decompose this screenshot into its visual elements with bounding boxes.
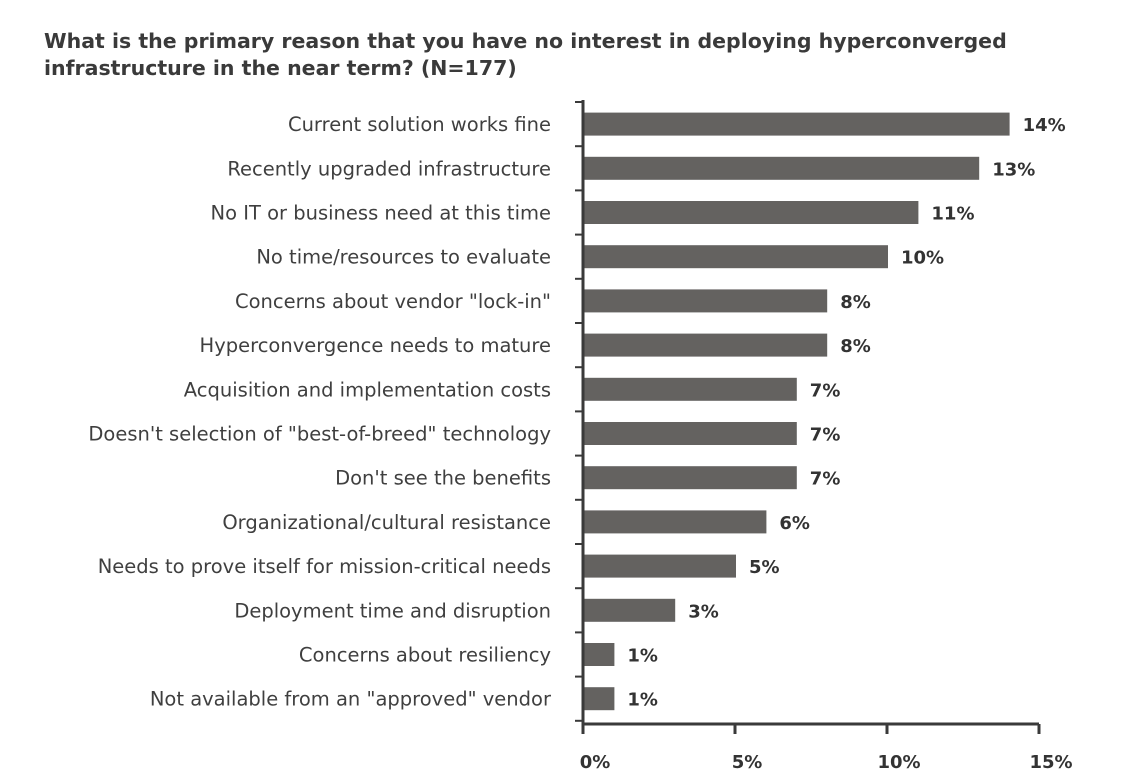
bar <box>584 466 797 490</box>
bar <box>584 112 1010 136</box>
bar <box>584 687 615 711</box>
value-label: 7% <box>810 380 841 401</box>
x-tick-label: 0% <box>580 752 611 773</box>
value-label: 6% <box>779 513 810 534</box>
bar <box>584 201 919 224</box>
category-label: Deployment time and disruption <box>234 599 551 622</box>
category-label: Concerns about vendor "lock-in" <box>235 290 551 313</box>
value-label: 5% <box>749 557 780 578</box>
bar <box>584 422 797 445</box>
axes-layer: 0% 5% 10% 15% <box>575 100 1073 773</box>
category-label: No IT or business need at this time <box>211 202 551 225</box>
x-tick-label: 10% <box>877 752 920 773</box>
x-tick-label: 5% <box>732 752 763 773</box>
x-tick-label: 15% <box>1029 752 1072 773</box>
category-label: No time/resources to evaluate <box>256 246 551 269</box>
bars-layer <box>584 112 1010 711</box>
bar <box>584 554 736 578</box>
category-label: Recently upgraded infrastructure <box>227 157 551 180</box>
category-label: Concerns about resiliency <box>299 644 551 667</box>
category-label: Doesn't selection of "best-of-breed" tec… <box>88 423 551 446</box>
value-label: 3% <box>688 601 719 622</box>
bar <box>584 598 676 622</box>
value-label: 7% <box>810 425 841 446</box>
labels-layer: Current solution works fine 14% Recently u… <box>88 113 1065 711</box>
bar <box>584 289 828 313</box>
bar <box>584 245 888 269</box>
category-label: Not available from an "approved" vendor <box>150 688 552 711</box>
bar <box>584 510 767 534</box>
value-label: 1% <box>627 690 658 711</box>
value-label: 8% <box>840 336 871 357</box>
bar <box>584 377 797 401</box>
category-label: Current solution works fine <box>288 113 551 136</box>
value-label: 7% <box>810 469 841 490</box>
value-label: 13% <box>992 159 1035 180</box>
category-label: Needs to prove itself for mission-critic… <box>98 555 551 578</box>
bar <box>584 333 828 357</box>
value-label: 1% <box>627 646 658 667</box>
value-label: 8% <box>840 292 871 313</box>
chart-title: What is the primary reason that you have… <box>44 29 1007 80</box>
bar <box>584 156 980 180</box>
category-label: Acquisition and implementation costs <box>184 378 551 401</box>
category-label: Organizational/cultural resistance <box>222 511 551 534</box>
value-label: 14% <box>1023 115 1066 136</box>
value-label: 11% <box>931 204 974 225</box>
bar <box>584 643 615 666</box>
value-label: 10% <box>901 248 944 269</box>
category-label: Don't see the benefits <box>335 467 551 490</box>
category-label: Hyperconvergence needs to mature <box>200 334 551 357</box>
